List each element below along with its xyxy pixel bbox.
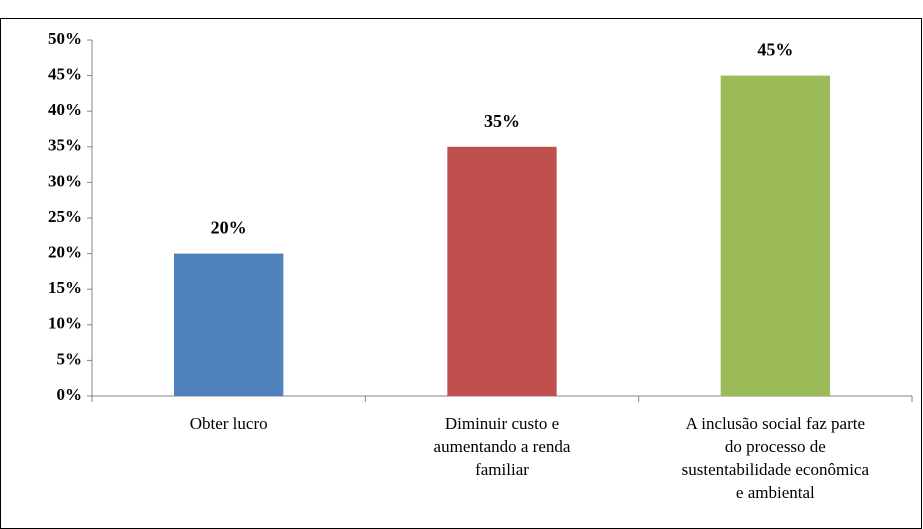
y-tick-label: 10% bbox=[48, 314, 82, 333]
data-label: 20% bbox=[211, 218, 247, 238]
y-tick-label: 30% bbox=[48, 171, 82, 190]
y-tick-label: 40% bbox=[48, 100, 82, 119]
y-tick-label: 45% bbox=[48, 65, 82, 84]
y-tick-label: 0% bbox=[57, 385, 83, 404]
x-tick-label: Obter lucro bbox=[190, 414, 268, 433]
y-tick-label: 20% bbox=[48, 243, 82, 262]
y-tick-label: 50% bbox=[48, 29, 82, 48]
bar bbox=[447, 146, 557, 396]
data-label: 45% bbox=[757, 40, 793, 60]
y-tick-label: 15% bbox=[48, 278, 82, 297]
bar bbox=[720, 75, 830, 396]
y-tick-label: 5% bbox=[57, 349, 83, 368]
x-tick-label: Diminuir custo e aumentando a renda famili… bbox=[434, 414, 571, 479]
y-tick-label: 35% bbox=[48, 136, 82, 155]
y-tick-label: 25% bbox=[48, 207, 82, 226]
bar bbox=[174, 253, 284, 396]
x-tick-label: A inclusão social faz parte do processo d… bbox=[682, 414, 870, 502]
data-label: 35% bbox=[484, 111, 520, 131]
